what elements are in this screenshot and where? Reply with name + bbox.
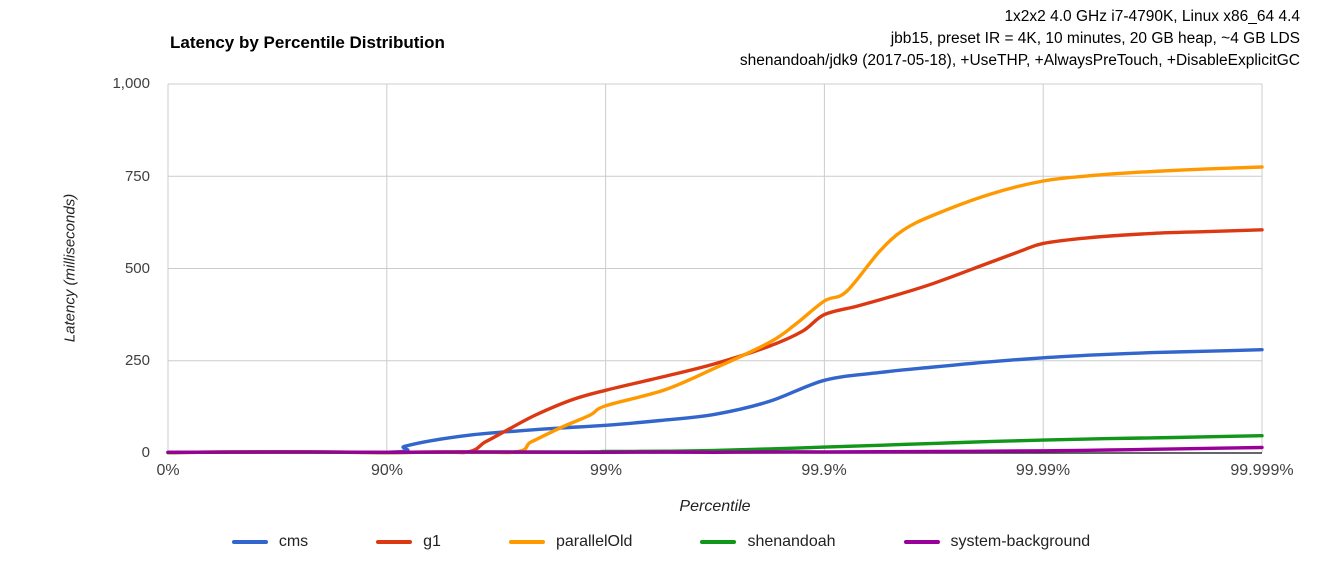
legend: cms g1 parallelOld shenandoah system-bac… (0, 533, 1322, 551)
y-tick-label: 500 (124, 260, 150, 277)
header-annotation: 1x2x2 4.0 GHz i7-4790K, Linux x86_64 4.4… (740, 6, 1300, 72)
legend-label-parallelold: parallelOld (555, 533, 633, 550)
y-tick-label: 750 (124, 168, 150, 185)
legend-label-shenandoah: shenandoah (747, 533, 836, 550)
legend-item-parallelold: parallelOld (508, 533, 633, 551)
y-tick-label: 1,000 (112, 75, 150, 92)
chart-title: Latency by Percentile Distribution (170, 33, 445, 52)
y-tick-label: 0 (141, 444, 150, 461)
y-tick-label: 250 (124, 352, 150, 369)
legend-item-shenandoah: shenandoah (700, 533, 836, 551)
system-background-line-swatch (903, 540, 940, 544)
legend-item-cms: cms (231, 533, 309, 551)
header-line-2: jbb15, preset IR = 4K, 10 minutes, 20 GB… (890, 30, 1300, 47)
x-tick-label: 0% (156, 462, 180, 479)
legend-item-system-background: system-background (903, 533, 1091, 551)
x-axis-title: Percentile (679, 498, 751, 515)
legend-label-system-background: system-background (950, 533, 1091, 550)
parallelold-line-swatch (508, 540, 545, 544)
x-tick-label: 90% (370, 462, 404, 479)
header-line-3: shenandoah/jdk9 (2017-05-18), +UseTHP, +… (739, 52, 1300, 69)
shenandoah-line-swatch (700, 540, 737, 544)
x-tick-label: 99.999% (1230, 462, 1294, 479)
x-tick-label: 99.9% (801, 462, 847, 479)
legend-item-g1: g1 (376, 533, 441, 551)
cms-line-swatch (231, 540, 268, 544)
header-line-1: 1x2x2 4.0 GHz i7-4790K, Linux x86_64 4.4 (1004, 8, 1300, 25)
legend-label-g1: g1 (423, 533, 441, 550)
x-tick-label: 99.99% (1015, 462, 1071, 479)
x-tick-label: 99% (589, 462, 623, 479)
legend-label-cms: cms (278, 533, 309, 550)
g1-line-swatch (376, 540, 413, 544)
